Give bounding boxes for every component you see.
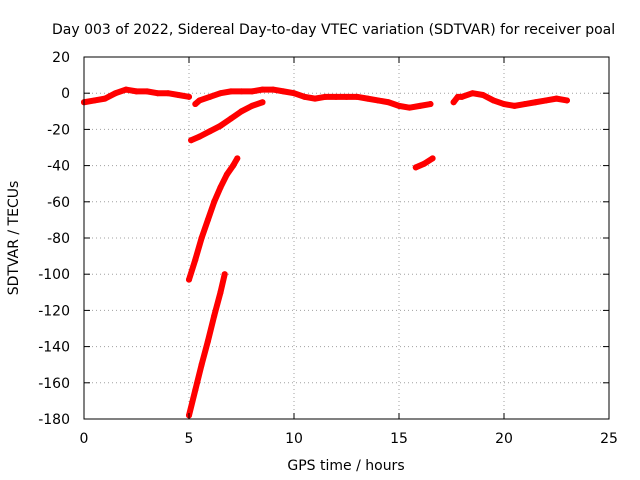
data-point xyxy=(175,92,182,99)
data-point xyxy=(333,93,339,100)
plot-frame xyxy=(83,56,610,420)
y-tick-label: -40 xyxy=(47,159,70,175)
data-point xyxy=(223,171,230,178)
data-point xyxy=(270,86,276,93)
data-point xyxy=(217,90,224,97)
data-point xyxy=(230,162,237,169)
data-point xyxy=(469,90,476,97)
data-point xyxy=(259,99,266,106)
data-point xyxy=(186,93,192,100)
data-point xyxy=(375,97,381,104)
data-point xyxy=(354,93,360,100)
data-point xyxy=(259,86,266,93)
y-tick-label: -80 xyxy=(47,231,70,247)
data-point xyxy=(196,133,203,140)
axis-ticks: 0 5 10 15 20 25 20 0 -20 -40 -60 -80 -100 -120 -140 -16… xyxy=(38,50,618,447)
data-point xyxy=(123,86,129,93)
data-point xyxy=(343,93,350,100)
data-point xyxy=(204,216,211,223)
data-point xyxy=(312,95,318,102)
data-point xyxy=(217,289,224,296)
x-tick-label: 15 xyxy=(390,431,408,447)
x-axis-label: GPS time / hours xyxy=(287,458,404,474)
y-tick-label: 0 xyxy=(61,86,70,102)
data-point xyxy=(385,99,392,106)
data-point xyxy=(211,198,218,205)
data-point xyxy=(412,164,419,171)
data-point xyxy=(249,88,255,95)
data-point xyxy=(322,93,329,100)
data-point xyxy=(196,97,203,104)
x-tick-label: 10 xyxy=(285,431,303,447)
data-point xyxy=(165,90,171,97)
data-point xyxy=(454,93,461,100)
data-point xyxy=(450,99,457,106)
y-tick-label: -180 xyxy=(38,412,70,428)
data-point xyxy=(112,90,119,97)
y-tick-label: -120 xyxy=(38,303,70,319)
data-series-line xyxy=(186,271,228,419)
data-point xyxy=(459,93,465,100)
y-tick-label: 20 xyxy=(52,50,70,66)
data-point xyxy=(429,155,436,162)
data-point xyxy=(364,95,371,102)
data-point xyxy=(532,99,539,106)
data-point xyxy=(406,104,413,111)
data-point xyxy=(207,93,213,100)
data-point xyxy=(543,97,549,104)
data-point xyxy=(234,155,241,162)
data-point xyxy=(553,95,560,102)
data-point xyxy=(192,387,199,394)
y-tick-label: -160 xyxy=(38,376,70,392)
data-point xyxy=(564,97,570,104)
data-point xyxy=(301,93,308,100)
data-point xyxy=(427,101,434,108)
x-tick-label: 0 xyxy=(80,431,89,447)
y-tick-label: -140 xyxy=(38,340,70,356)
data-point xyxy=(249,102,255,109)
data-point xyxy=(192,101,199,108)
data-point xyxy=(198,361,205,368)
data-point xyxy=(511,102,518,109)
data-point xyxy=(421,160,428,167)
data-point xyxy=(133,88,140,95)
data-point xyxy=(186,276,192,283)
data-series xyxy=(81,86,570,419)
data-point xyxy=(91,97,98,104)
data-point xyxy=(228,88,234,95)
x-tick-label: 25 xyxy=(600,431,618,447)
y-tick-label: -100 xyxy=(38,267,70,283)
data-point xyxy=(102,95,108,102)
data-point xyxy=(417,102,423,109)
data-point xyxy=(228,115,234,122)
data-point xyxy=(207,128,213,135)
y-axis-label: SDTVAR / TECUs xyxy=(6,181,22,296)
grid-lines xyxy=(84,57,609,419)
data-point xyxy=(490,97,497,104)
data-point xyxy=(204,338,211,345)
data-point xyxy=(396,102,402,109)
x-tick-label: 20 xyxy=(495,431,513,447)
data-point xyxy=(480,92,486,99)
data-point xyxy=(238,88,245,95)
data-point xyxy=(501,101,507,108)
data-point xyxy=(192,256,199,263)
chart-title: Day 003 of 2022, Sidereal Day-to-day VTE… xyxy=(52,22,615,38)
data-point xyxy=(217,122,224,129)
data-point xyxy=(188,137,195,144)
data-point xyxy=(217,184,224,191)
data-point xyxy=(154,90,161,97)
data-point xyxy=(238,108,245,115)
data-point xyxy=(522,101,528,108)
data-point xyxy=(211,312,218,319)
data-point xyxy=(280,88,287,95)
y-tick-label: -60 xyxy=(47,195,70,211)
data-point xyxy=(221,271,228,278)
data-point xyxy=(144,88,150,95)
x-tick-label: 5 xyxy=(185,431,194,447)
data-point xyxy=(198,235,205,241)
data-point xyxy=(291,90,297,97)
y-tick-label: -20 xyxy=(47,122,70,138)
